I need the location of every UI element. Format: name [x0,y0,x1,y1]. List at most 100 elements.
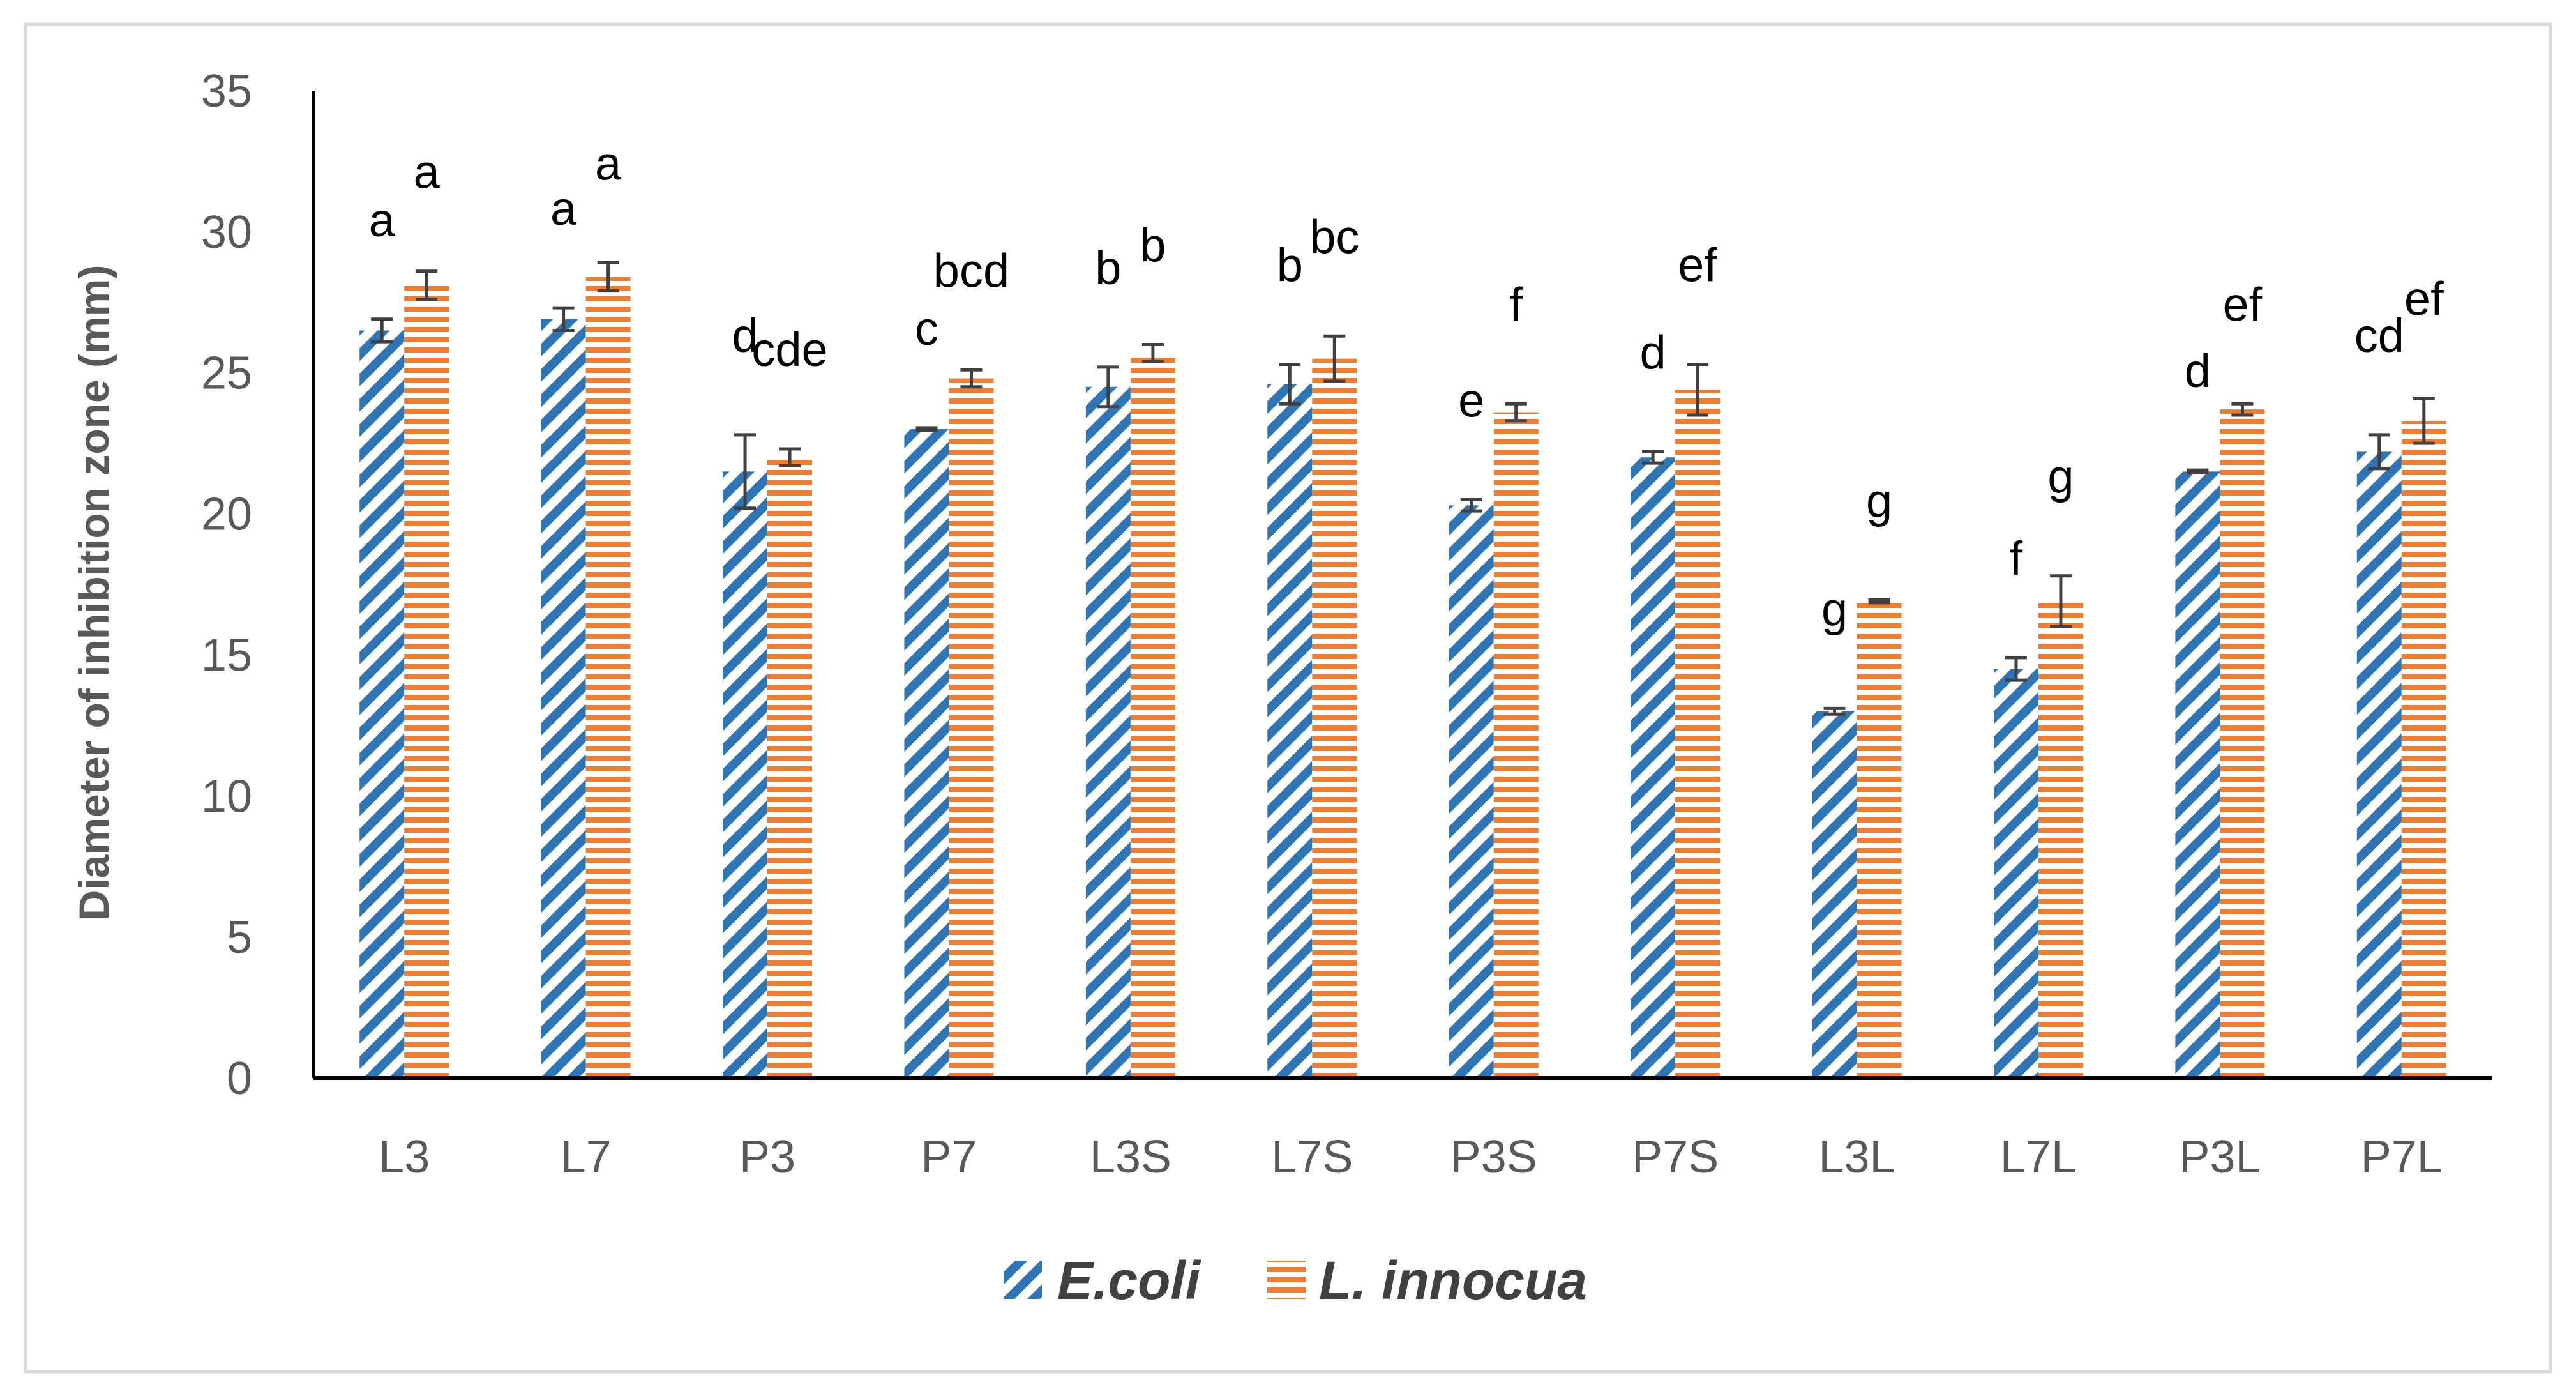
sig-letter-linnocua-p3l: ef [2223,278,2263,331]
bar-linnocua-l7l [2038,601,2083,1078]
bar-ecoli-l3s [1085,386,1131,1078]
x-category-label: L7 [561,1132,612,1183]
bar-ecoli-l3 [359,330,405,1078]
bar-linnocua-p3l [2220,409,2265,1078]
sig-letter-ecoli-l7: a [550,182,577,235]
error-bar-ecoli-l3 [371,317,393,344]
y-tick-label: 20 [201,489,252,540]
category-labels: L3 L7 P3 P7 L3S L7S P3S P7S L3L L7L P3L P7L [379,1132,2443,1183]
y-tick-label: 15 [201,630,252,681]
bar-ecoli-l7l [1993,669,2038,1078]
y-axis-title: Diameter of inhibition zone (mm) [70,265,117,921]
sig-letter-linnocua-p7: bcd [933,244,1009,297]
legend-label-linnocua: L. innocua [1319,1250,1587,1310]
y-tick-label: 10 [201,771,252,822]
bar-linnocua-l7s [1312,358,1357,1078]
y-tick-label: 0 [227,1053,252,1104]
bar-linnocua-l3 [404,285,449,1079]
error-bar-ecoli-p7s [1642,450,1664,465]
error-bar-ecoli-l3l [1823,706,1846,716]
bar-ecoli-l7s [1267,384,1313,1079]
error-bar-ecoli-l7 [552,306,575,332]
error-bar-ecoli-l7l [2005,656,2027,682]
sig-letter-linnocua-p7l: ef [2404,272,2444,325]
sig-letter-ecoli-p3: d [732,309,758,362]
bar-linnocua-p3 [767,457,813,1078]
x-category-label: P7L [2361,1132,2443,1183]
error-bar-linnocua-l3l [1868,598,1890,605]
error-bar-ecoli-l3s [1097,365,1119,409]
error-bar-linnocua-p3s [1505,402,1527,423]
sig-letter-ecoli-p3s: e [1458,374,1484,427]
sig-letter-linnocua-p3s: f [1509,278,1523,331]
bar-ecoli-p7s [1631,457,1676,1078]
sig-letter-ecoli-p7: c [915,302,938,355]
error-bar-linnocua-l3s [1141,343,1164,363]
y-axis-ticks: 0 5 10 15 20 25 30 35 [201,66,252,1104]
sig-letter-ecoli-p7l: cd [2354,309,2404,362]
x-category-label: P7S [1632,1132,1719,1183]
sig-letter-linnocua-p3: cde [751,323,827,376]
x-category-label: P7 [921,1132,977,1183]
legend-label-ecoli: E.coli [1057,1250,1201,1310]
legend-item-linnocua: L. innocua [1267,1250,1587,1310]
sig-letter-ecoli-p7s: d [1640,326,1666,379]
sig-letter-linnocua-l7: a [595,137,622,190]
y-tick-label: 30 [201,207,252,258]
x-category-label: L3 [379,1132,430,1183]
bar-ecoli-p3 [723,471,768,1078]
bar-ecoli-p7 [904,429,949,1078]
error-bar-linnocua-p7 [960,368,983,389]
sig-letter-linnocua-l7l: g [2047,450,2074,503]
error-bar-ecoli-p3l [2187,468,2209,475]
x-category-label: L3L [1818,1132,1895,1183]
x-category-label: L7L [2000,1132,2077,1183]
error-bar-linnocua-l7l [2049,574,2072,628]
sig-letter-linnocua-l3: a [414,146,441,199]
bar-linnocua-p7s [1675,390,1721,1078]
bar-linnocua-p3s [1493,412,1539,1079]
error-bar-linnocua-l7 [597,261,619,293]
legend-swatch-linnocua [1267,1261,1306,1299]
x-category-label: P3 [739,1132,795,1183]
error-bar-ecoli-p7 [915,426,938,432]
sig-letter-ecoli-p3l: d [2185,344,2211,397]
x-category-label: L3S [1090,1132,1171,1183]
sig-letter-linnocua-l3s: b [1140,219,1166,272]
x-category-label: P3S [1450,1132,1537,1183]
bar-ecoli-l3l [1812,711,1857,1078]
bar-linnocua-l7 [585,277,631,1078]
sig-letter-linnocua-l7s: bc [1309,210,1359,263]
legend-swatch-ecoli [1004,1261,1042,1299]
bar-linnocua-p7 [949,378,994,1078]
sig-letter-ecoli-l3l: g [1821,582,1848,635]
error-bars [371,261,2435,716]
bar-ecoli-p3l [2175,471,2220,1078]
bar-ecoli-l7 [541,319,586,1078]
error-bar-linnocua-p7l [2413,396,2435,445]
y-tick-label: 35 [201,66,252,117]
error-bar-ecoli-p3 [734,433,757,510]
error-bar-ecoli-l7s [1279,362,1301,406]
sig-letter-linnocua-p7s: ef [1678,238,1717,291]
bars [359,277,2446,1079]
sig-letter-ecoli-l3: a [369,193,396,247]
error-bar-linnocua-l7s [1323,334,1346,383]
bar-ecoli-p3s [1449,505,1494,1078]
legend-item-ecoli: E.coli [1004,1250,1201,1310]
bar-linnocua-p7l [2401,420,2446,1079]
bar-linnocua-l3l [1857,601,1902,1078]
error-bar-linnocua-p7s [1687,362,1709,417]
error-bar-linnocua-p3l [2231,402,2254,417]
sig-letter-ecoli-l7l: f [2010,532,2023,585]
sig-letter-ecoli-l7s: b [1277,238,1303,291]
legend: E.coli L. innocua [1004,1250,1587,1310]
error-bar-linnocua-l3 [416,269,438,301]
x-category-label: L7S [1271,1132,1353,1183]
bar-linnocua-l3s [1130,353,1175,1078]
error-bar-ecoli-p3s [1460,497,1482,513]
bar-ecoli-p7l [2356,451,2402,1078]
sig-letter-ecoli-l3s: b [1095,241,1121,294]
